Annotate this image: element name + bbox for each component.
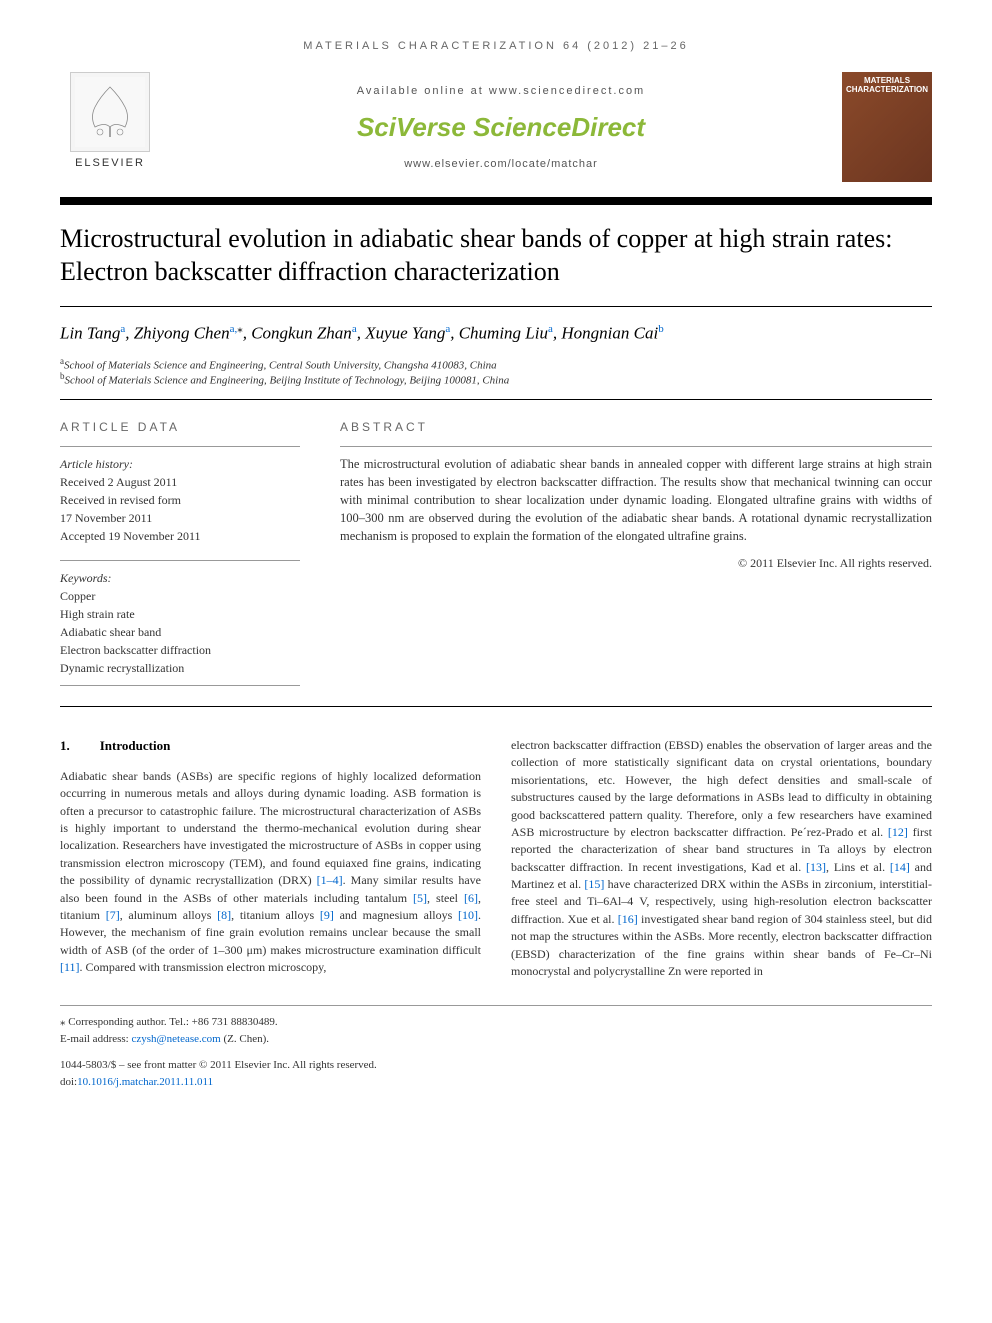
affil-sup: b [60,371,65,381]
body-columns: 1. Introduction Adiabatic shear bands (AS… [60,737,932,980]
reference-link[interactable]: [16] [618,912,638,926]
author: Xuyue Yang [365,324,445,343]
reference-link[interactable]: [7] [106,908,120,922]
section-1-title: Introduction [100,738,171,753]
corr-author-label: ⁎ Corresponding author. [60,1016,167,1028]
email-address[interactable]: czysh@netease.com [131,1033,220,1045]
keyword: Dynamic recrystallization [60,659,300,677]
history-line: 17 November 2011 [60,509,300,527]
authors-list: Lin Tanga, Zhiyong Chena,⁎, Congkun Zhan… [60,322,932,344]
info-abstract-row: ARTICLE DATA Article history: Received 2… [60,420,932,707]
abstract-copyright: © 2011 Elsevier Inc. All rights reserved… [340,556,932,571]
abstract-label: ABSTRACT [340,420,932,434]
author: Chuming Liu [459,324,548,343]
cover-title: MATERIALS CHARACTERIZATION [846,77,928,95]
author-affil-sup: a [548,323,553,335]
author: Zhiyong Chen [134,324,230,343]
author: Lin Tang [60,324,120,343]
keyword: Electron backscatter diffraction [60,641,300,659]
history-label: Article history: [60,455,300,473]
reference-link[interactable]: [6] [464,891,478,905]
intro-paragraph-right: electron backscatter diffraction (EBSD) … [511,737,932,980]
footer-meta: 1044-5803/$ – see front matter © 2011 El… [60,1057,932,1090]
history-line: Received 2 August 2011 [60,473,300,491]
center-header: Available online at www.sciencedirect.co… [160,85,842,170]
body-column-left: 1. Introduction Adiabatic shear bands (AS… [60,737,481,980]
history-block: Article history: Received 2 August 2011R… [60,446,300,545]
reference-link[interactable]: [9] [320,908,334,922]
affiliation-line: bSchool of Materials Science and Enginee… [60,371,932,387]
elsevier-text: ELSEVIER [75,157,145,169]
author: Congkun Zhan [251,324,352,343]
reference-link[interactable]: [8] [217,908,231,922]
article-data-label: ARTICLE DATA [60,420,300,434]
reference-link[interactable]: [15] [584,877,604,891]
email-name: (Z. Chen). [221,1033,269,1045]
reference-link[interactable]: [1–4] [317,873,343,887]
issn-line: 1044-5803/$ – see front matter © 2011 El… [60,1057,932,1074]
doi-label: doi: [60,1076,77,1088]
keyword: Adiabatic shear band [60,623,300,641]
available-online-text: Available online at www.sciencedirect.co… [160,85,842,97]
journal-header: MATERIALS CHARACTERIZATION 64 (2012) 21–… [60,40,932,52]
affiliation-line: aSchool of Materials Science and Enginee… [60,356,932,372]
section-1-heading: 1. Introduction [60,737,481,756]
reference-link[interactable]: [10] [458,908,478,922]
sciverse-logo: SciVerse ScienceDirect [160,112,842,143]
reference-link[interactable]: [5] [413,891,427,905]
elsevier-logo: ELSEVIER [60,72,160,182]
reference-link[interactable]: [12] [888,825,908,839]
history-line: Received in revised form [60,491,300,509]
journal-cover-thumbnail: MATERIALS CHARACTERIZATION [842,72,932,182]
corresponding-author: ⁎ Corresponding author. Tel.: +86 731 88… [60,1014,932,1031]
title-bar: Microstructural evolution in adiabatic s… [60,197,932,307]
author-affil-sup: a [120,323,125,335]
abstract-text: The microstructural evolution of adiabat… [340,446,932,546]
keywords-label: Keywords: [60,569,300,587]
section-1-number: 1. [60,737,70,756]
keyword: High strain rate [60,605,300,623]
corr-author-tel: Tel.: +86 731 88830489. [167,1016,278,1028]
keyword: Copper [60,587,300,605]
keywords-block: Keywords: CopperHigh strain rateAdiabati… [60,560,300,686]
body-column-right: electron backscatter diffraction (EBSD) … [511,737,932,980]
email-line: E-mail address: czysh@netease.com (Z. Ch… [60,1031,932,1048]
sciverse-word: SciVerse [357,112,473,142]
sciencedirect-word: ScienceDirect [473,112,645,142]
author-affil-sup: a [352,323,357,335]
author: Hongnian Cai [561,324,658,343]
corresponding-star-icon: ⁎ [237,323,243,335]
header-row: ELSEVIER Available online at www.science… [60,72,932,182]
doi-value[interactable]: 10.1016/j.matchar.2011.11.011 [77,1076,213,1088]
intro-paragraph-left: Adiabatic shear bands (ASBs) are specifi… [60,768,481,977]
article-data-column: ARTICLE DATA Article history: Received 2… [60,420,300,686]
doi-line: doi:10.1016/j.matchar.2011.11.011 [60,1074,932,1091]
reference-link[interactable]: [11] [60,960,80,974]
footer-block: ⁎ Corresponding author. Tel.: +86 731 88… [60,1005,932,1090]
author-affil-sup: b [658,323,664,335]
affil-sup: a [60,356,64,366]
locate-url: www.elsevier.com/locate/matchar [160,158,842,170]
affiliations: aSchool of Materials Science and Enginee… [60,356,932,400]
author-affil-sup: a [445,323,450,335]
abstract-column: ABSTRACT The microstructural evolution o… [340,420,932,686]
reference-link[interactable]: [13] [806,860,826,874]
article-title: Microstructural evolution in adiabatic s… [60,223,932,288]
history-line: Accepted 19 November 2011 [60,527,300,545]
email-label: E-mail address: [60,1033,131,1045]
elsevier-tree-icon [70,72,150,152]
reference-link[interactable]: [14] [890,860,910,874]
